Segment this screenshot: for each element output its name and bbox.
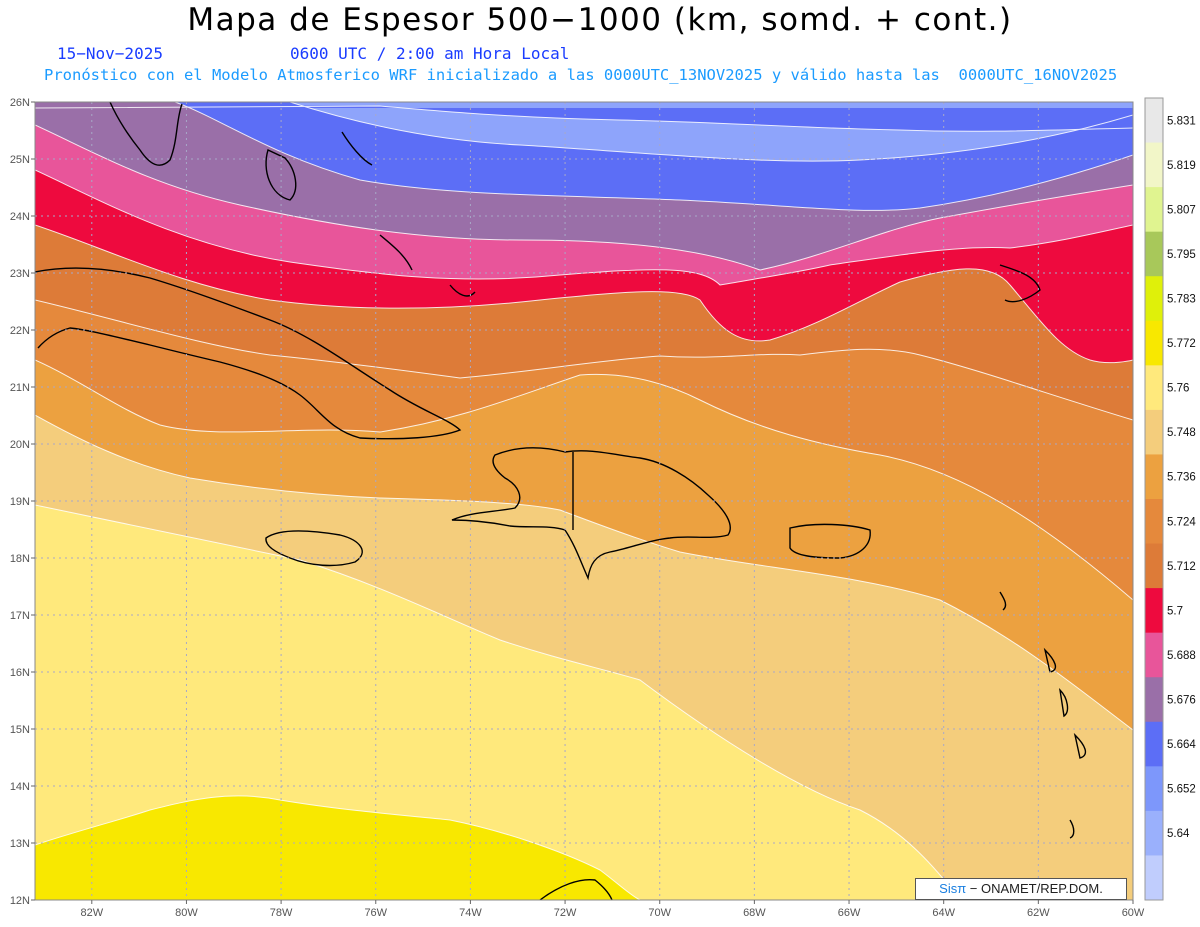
- longitude-labels: 82W 80W 78W 76W 74W 72W 70W 68W 66W 64W 62W 60W: [80, 900, 1145, 919]
- colorbar-swatch: [1145, 276, 1163, 322]
- thickness-bands: [35, 102, 1133, 900]
- lat-label: 23N: [10, 268, 30, 280]
- coast-long-island: [379, 234, 413, 271]
- colorbar-label: 5.7: [1167, 605, 1183, 617]
- colorbar-swatch: [1145, 231, 1163, 277]
- lat-label: 19N: [10, 496, 30, 508]
- coast-islands-a: [999, 591, 1007, 611]
- colorbar-swatch: [1145, 142, 1163, 188]
- lon-label: 78W: [270, 907, 293, 919]
- colorbar-label: 5.724: [1167, 516, 1196, 528]
- colorbar-swatch: [1145, 187, 1163, 233]
- lon-label: 74W: [459, 907, 482, 919]
- lat-label: 26N: [10, 97, 30, 109]
- colorbar-label: 5.712: [1167, 561, 1196, 573]
- forecast-date: 15−Nov−2025: [57, 44, 163, 63]
- coast-florida: [109, 102, 183, 166]
- colorbar-swatch: [1145, 98, 1163, 144]
- lon-label: 76W: [364, 907, 387, 919]
- lon-label: 66W: [838, 907, 861, 919]
- lon-label: 82W: [80, 907, 103, 919]
- coastlines: [35, 102, 1087, 900]
- coast-islands-b: [999, 264, 1041, 303]
- lat-label: 13N: [10, 838, 30, 850]
- contour-lines: [35, 102, 1133, 900]
- colorbar-label: 5.652: [1167, 784, 1196, 796]
- coast-hispaniola: [451, 447, 731, 581]
- credit-box: Sisπ − ONAMET/REP.DOM.: [915, 878, 1127, 900]
- lat-label: 18N: [10, 553, 30, 565]
- coast-martinique: [1073, 732, 1087, 759]
- coast-eleuthera: [341, 131, 373, 166]
- lat-label: 12N: [10, 895, 30, 907]
- colorbar-swatch: [1145, 409, 1163, 455]
- coast-grenadines: [1069, 819, 1075, 839]
- lat-label: 17N: [10, 610, 30, 622]
- colorbar-label: 5.64: [1167, 828, 1190, 840]
- lat-label: 25N: [10, 154, 30, 166]
- colorbar-swatch: [1145, 454, 1163, 500]
- colorbar-label: 5.783: [1167, 294, 1196, 306]
- lat-label: 14N: [10, 781, 30, 793]
- forecast-info: Pronóstico con el Modelo Atmosferico WRF…: [44, 66, 1118, 84]
- coast-jamaica: [265, 530, 363, 567]
- lat-label: 15N: [10, 724, 30, 736]
- lat-label: 21N: [10, 382, 30, 394]
- colorbar-swatch: [1145, 677, 1163, 723]
- colorbar-label: 5.831: [1167, 115, 1196, 127]
- forecast-time: 0600 UTC / 2:00 am Hora Local: [290, 44, 570, 63]
- colorbar-swatch: [1145, 810, 1163, 856]
- lat-label: 22N: [10, 325, 30, 337]
- latitude-labels: 26N 25N 24N 23N 22N 21N 20N 19N 18N 17N 16N 15N 14N 1…: [10, 97, 35, 907]
- colorbar-swatch: [1145, 365, 1163, 411]
- lat-label: 20N: [10, 439, 30, 451]
- lon-label: 64W: [932, 907, 955, 919]
- lon-label: 70W: [648, 907, 671, 919]
- colorbar-label: 5.676: [1167, 695, 1196, 707]
- colorbar-label: 5.664: [1167, 739, 1196, 751]
- band-5664: [35, 104, 1133, 132]
- colorbar-label: 5.807: [1167, 204, 1196, 216]
- lon-label: 62W: [1027, 907, 1050, 919]
- colorbar-label: 5.795: [1167, 249, 1196, 261]
- credit-brand: Sisπ: [939, 881, 967, 896]
- colorbar-label: 5.76: [1167, 383, 1189, 395]
- lon-label: 68W: [743, 907, 766, 919]
- coast-dominica: [1058, 687, 1069, 718]
- colorbar-swatch: [1145, 632, 1163, 678]
- coast-puerto-rico: [789, 523, 871, 559]
- colorbar-label: 5.736: [1167, 472, 1196, 484]
- colorbar-swatch: [1145, 855, 1163, 901]
- colorbar-swatch: [1145, 320, 1163, 366]
- colorbar-swatch: [1145, 721, 1163, 767]
- colorbar-label: 5.819: [1167, 160, 1196, 172]
- colorbar-swatch: [1145, 588, 1163, 634]
- lon-label: 80W: [175, 907, 198, 919]
- colorbar-frame: [1144, 97, 1164, 901]
- coast-cuba: [35, 267, 462, 440]
- colorbar-label: 5.772: [1167, 338, 1196, 350]
- lon-label: 60W: [1122, 907, 1145, 919]
- colorbar: 5.831 5.819 5.807 5.795 5.783 5.772 5.76 5.748 5…: [1144, 97, 1196, 901]
- colorbar-swatch: [1145, 499, 1163, 545]
- lon-label: 72W: [554, 907, 577, 919]
- map-title: Mapa de Espesor 500−1000 (km, somd. + co…: [187, 2, 1013, 38]
- graticule: [35, 102, 1133, 900]
- band-5772: [35, 795, 640, 900]
- lat-label: 24N: [10, 211, 30, 223]
- coast-guajira: [539, 878, 613, 900]
- colorbar-label: 5.748: [1167, 427, 1196, 439]
- lat-label: 16N: [10, 667, 30, 679]
- credit-text: − ONAMET/REP.DOM.: [966, 881, 1103, 896]
- colorbar-label: 5.688: [1167, 650, 1196, 662]
- coast-andros: [265, 149, 297, 201]
- colorbar-swatch: [1145, 543, 1163, 589]
- coast-acklins: [449, 284, 476, 297]
- colorbar-swatch: [1145, 766, 1163, 812]
